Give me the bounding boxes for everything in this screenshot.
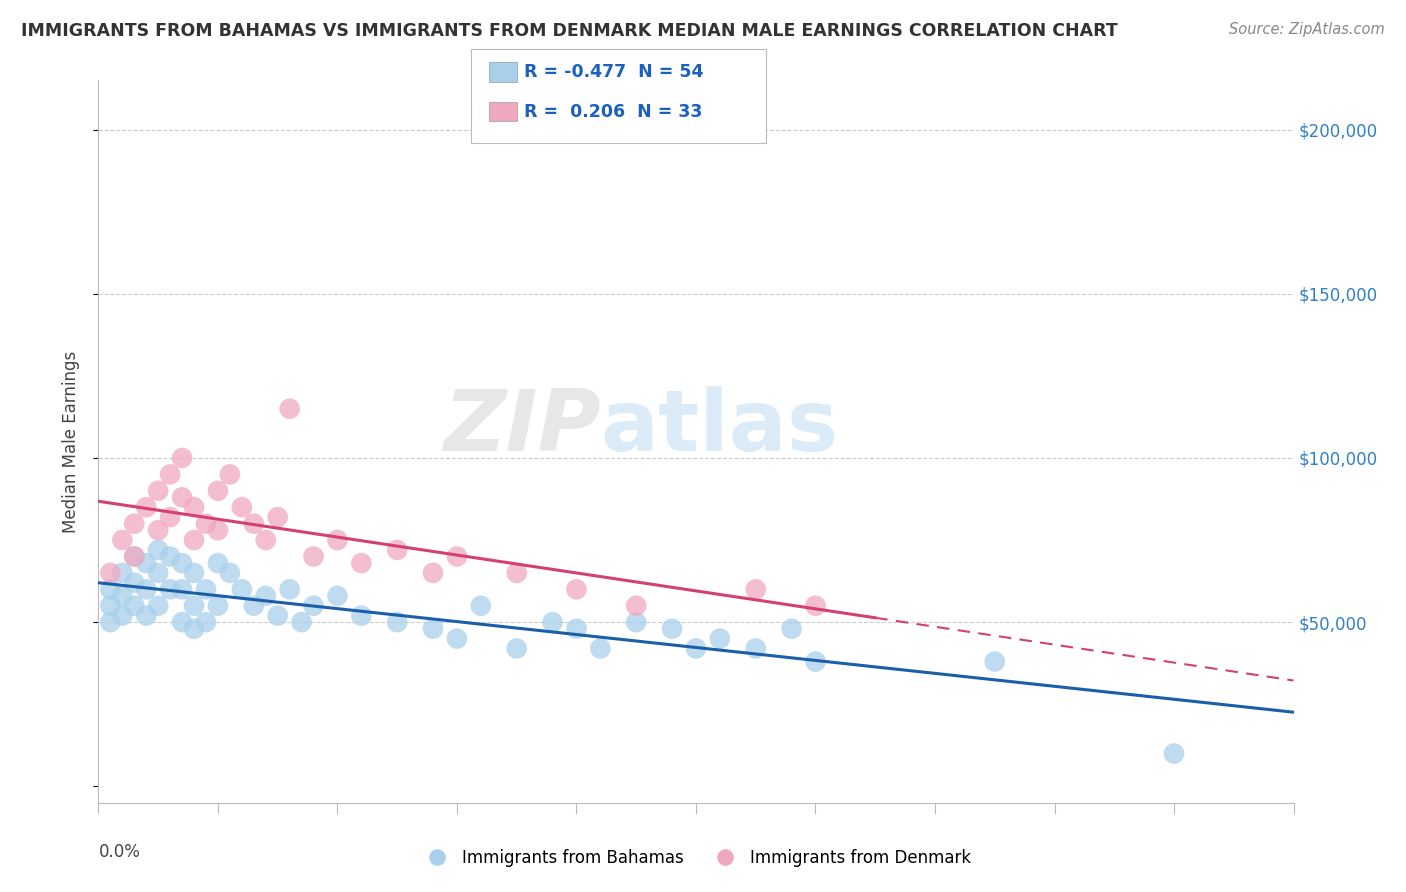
Point [124, 549, 146, 564]
Point [804, 599, 827, 613]
Point [124, 575, 146, 590]
Legend: Immigrants from Bahamas, Immigrants from Denmark: Immigrants from Bahamas, Immigrants from… [413, 843, 979, 874]
Point [172, 450, 194, 465]
Point [541, 615, 564, 630]
Point [302, 599, 325, 613]
Point [385, 542, 409, 557]
Point [148, 523, 170, 537]
Text: ZIP: ZIP [443, 385, 600, 468]
Point [385, 615, 409, 630]
Point [278, 401, 301, 416]
Point [148, 566, 170, 580]
Point [111, 566, 134, 580]
Point [984, 655, 1007, 669]
Point [135, 556, 157, 570]
Point [446, 632, 468, 646]
Point [207, 483, 229, 498]
Point [183, 599, 205, 613]
Point [195, 516, 218, 531]
Point [326, 533, 349, 547]
Y-axis label: Median Male Earnings: Median Male Earnings [62, 351, 80, 533]
Point [98, 566, 122, 580]
Point [685, 641, 707, 656]
Point [804, 655, 827, 669]
Text: IMMIGRANTS FROM BAHAMAS VS IMMIGRANTS FROM DENMARK MEDIAN MALE EARNINGS CORRELAT: IMMIGRANTS FROM BAHAMAS VS IMMIGRANTS FR… [21, 22, 1118, 40]
Point [506, 566, 529, 580]
Point [159, 582, 181, 597]
Point [243, 599, 266, 613]
Point [159, 467, 181, 482]
Point [446, 549, 468, 564]
Point [745, 641, 768, 656]
Point [195, 582, 218, 597]
Point [172, 615, 194, 630]
Point [207, 523, 229, 537]
Point [159, 549, 181, 564]
Point [470, 599, 492, 613]
Point [219, 467, 242, 482]
Point [661, 622, 683, 636]
Point [291, 615, 314, 630]
Point [98, 599, 122, 613]
Point [589, 641, 612, 656]
Point [231, 500, 253, 515]
Point [159, 510, 181, 524]
Point [183, 500, 205, 515]
Text: atlas: atlas [600, 385, 838, 468]
Point [1163, 747, 1185, 761]
Text: R = -0.477  N = 54: R = -0.477 N = 54 [524, 63, 704, 81]
Point [243, 516, 266, 531]
Point [254, 533, 277, 547]
Point [124, 599, 146, 613]
Point [302, 549, 325, 564]
Point [254, 589, 277, 603]
Point [124, 516, 146, 531]
Point [135, 500, 157, 515]
Point [326, 589, 349, 603]
Point [172, 582, 194, 597]
Point [111, 608, 134, 623]
Point [745, 582, 768, 597]
Point [183, 622, 205, 636]
Point [183, 533, 205, 547]
Point [780, 622, 803, 636]
Point [98, 615, 122, 630]
Point [111, 589, 134, 603]
Point [422, 622, 444, 636]
Point [565, 582, 588, 597]
Point [135, 582, 157, 597]
Point [422, 566, 444, 580]
Point [506, 641, 529, 656]
Text: R =  0.206  N = 33: R = 0.206 N = 33 [524, 103, 703, 120]
Point [626, 615, 648, 630]
Point [183, 566, 205, 580]
Point [172, 556, 194, 570]
Point [278, 582, 301, 597]
Point [148, 542, 170, 557]
Point [172, 491, 194, 505]
Point [124, 549, 146, 564]
Point [148, 599, 170, 613]
Point [148, 483, 170, 498]
Point [111, 533, 134, 547]
Point [626, 599, 648, 613]
Point [98, 582, 122, 597]
Text: Source: ZipAtlas.com: Source: ZipAtlas.com [1229, 22, 1385, 37]
Point [267, 510, 290, 524]
Point [231, 582, 253, 597]
Point [219, 566, 242, 580]
Point [135, 608, 157, 623]
Point [350, 608, 373, 623]
Point [207, 556, 229, 570]
Point [207, 599, 229, 613]
Text: 0.0%: 0.0% [98, 843, 141, 861]
Point [267, 608, 290, 623]
Point [350, 556, 373, 570]
Point [195, 615, 218, 630]
Point [709, 632, 731, 646]
Point [565, 622, 588, 636]
